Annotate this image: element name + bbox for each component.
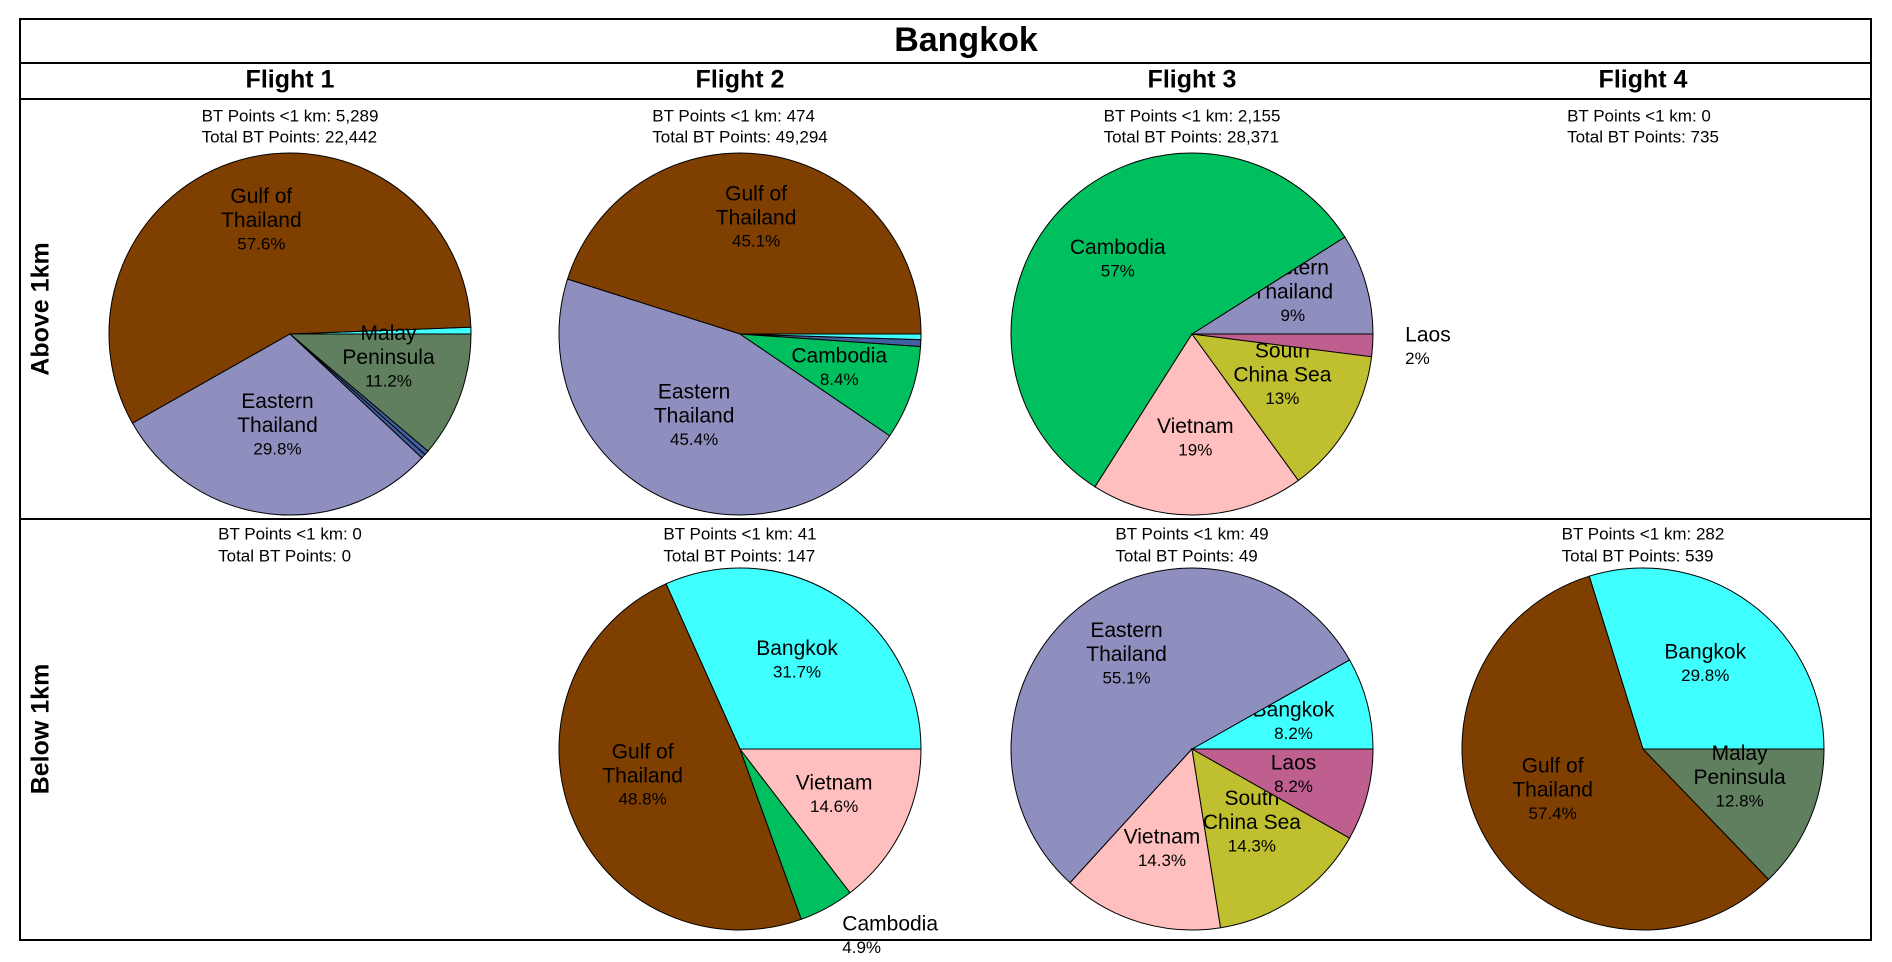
- pie-slice: [108, 152, 472, 424]
- slice-label: Gulf of Thailand: [221, 185, 302, 232]
- slice-value: 12.8%: [1716, 792, 1764, 811]
- annotation: BT Points <1 km: 2,155: [1104, 106, 1281, 125]
- figure-title: Bangkok: [894, 21, 1038, 59]
- annotation: BT Points <1 km: 49: [1115, 524, 1268, 543]
- pie-slice: [738, 333, 922, 437]
- slice-label: South China Sea: [1203, 787, 1301, 834]
- pie-slice: [1069, 747, 1222, 931]
- pie-slice: [558, 583, 802, 931]
- pie-slice: [1010, 152, 1346, 488]
- slice-label: Gulf of Thailand: [716, 182, 797, 229]
- slice-label: Cambodia: [791, 344, 887, 367]
- border: [19, 18, 1872, 941]
- column-header: Flight 4: [1599, 66, 1688, 94]
- annotation: Total BT Points: 22,442: [202, 127, 377, 146]
- annotation: BT Points <1 km: 5,289: [202, 106, 379, 125]
- slice-label: Bangkok: [1664, 640, 1746, 663]
- pie-slice: [1641, 748, 1825, 881]
- pie-slice: [131, 333, 423, 516]
- slice-value: 14.6%: [810, 797, 858, 816]
- slice-label: Bangkok: [756, 636, 838, 659]
- pie-slice: [738, 748, 922, 894]
- slice-label: Cambodia: [842, 912, 938, 935]
- annotation: Total BT Points: 735: [1567, 127, 1719, 146]
- pie-slice: [1191, 748, 1351, 929]
- annotation: BT Points <1 km: 474: [652, 106, 815, 125]
- annotation: Total BT Points: 0: [218, 546, 351, 565]
- slice-value: 57%: [1101, 261, 1135, 280]
- pie-slice: [1094, 333, 1300, 516]
- row-header: Above 1km: [27, 242, 55, 375]
- annotation: BT Points <1 km: 282: [1562, 524, 1725, 543]
- slice-value: 8.2%: [1274, 777, 1313, 796]
- pie-slice: [1190, 236, 1374, 335]
- slice-label: Laos: [1271, 751, 1317, 774]
- slice-label: Vietnam: [1157, 414, 1234, 437]
- slice-value: 4.9%: [842, 938, 881, 957]
- slice-value: 57.4%: [1529, 804, 1577, 823]
- slice-value: 13%: [1265, 389, 1299, 408]
- annotation: Total BT Points: 147: [663, 546, 815, 565]
- slice-label: Vietnam: [796, 771, 873, 794]
- slice-label: Malay Peninsula: [342, 322, 435, 369]
- slice-value: 19%: [1178, 440, 1212, 459]
- slice-value: 9%: [1281, 306, 1306, 325]
- slice-value: 8.2%: [1274, 724, 1313, 743]
- pie-slice: [1010, 567, 1351, 884]
- column-header: Flight 2: [696, 66, 785, 94]
- slice-value: 57.6%: [237, 234, 285, 253]
- slice-value: 11.2%: [365, 372, 412, 391]
- pie-slice: [1190, 659, 1374, 750]
- pie-slice: [1588, 567, 1825, 750]
- slice-value: 48.8%: [619, 790, 667, 809]
- slice-label: Malay Peninsula: [1693, 742, 1786, 789]
- pie-slice: [665, 567, 922, 750]
- pie-slice: [1190, 333, 1373, 482]
- slice-label: Vietnam: [1124, 825, 1201, 848]
- annotation: Total BT Points: 28,371: [1104, 127, 1279, 146]
- slice-value: 45.4%: [670, 430, 718, 449]
- column-header: Flight 3: [1148, 66, 1237, 94]
- slice-label: Cambodia: [1070, 235, 1166, 258]
- slice-value: 45.1%: [732, 232, 780, 251]
- annotation: Total BT Points: 539: [1562, 546, 1714, 565]
- slice-label: Gulf of Thailand: [602, 740, 683, 787]
- annotation: Total BT Points: 49: [1115, 546, 1257, 565]
- column-header: Flight 1: [246, 66, 335, 94]
- pie-slice: [558, 278, 891, 516]
- slice-label: Gulf of Thailand: [1512, 754, 1593, 801]
- annotation: Total BT Points: 49,294: [652, 127, 827, 146]
- slice-value: 14.3%: [1138, 851, 1186, 870]
- annotation: BT Points <1 km: 0: [218, 524, 362, 543]
- slice-value: 14.3%: [1228, 837, 1276, 856]
- annotation: BT Points <1 km: 41: [663, 524, 816, 543]
- pie-slice: [1461, 575, 1770, 931]
- pie-slice: [1191, 333, 1374, 358]
- slice-value: 8.4%: [820, 370, 859, 389]
- slice-value: 55.1%: [1102, 668, 1150, 687]
- slice-value: 2%: [1405, 349, 1430, 368]
- pie-slice: [739, 333, 922, 341]
- slice-value: 31.7%: [773, 662, 821, 681]
- slice-value: 29.8%: [253, 440, 301, 459]
- annotation: BT Points <1 km: 0: [1567, 106, 1711, 125]
- row-header: Below 1km: [27, 664, 55, 795]
- pie-slice: [566, 152, 922, 335]
- pie-slice: [288, 333, 472, 452]
- pie-slice: [1190, 748, 1374, 839]
- slice-value: 29.8%: [1681, 666, 1729, 685]
- slice-label: Laos: [1405, 323, 1451, 346]
